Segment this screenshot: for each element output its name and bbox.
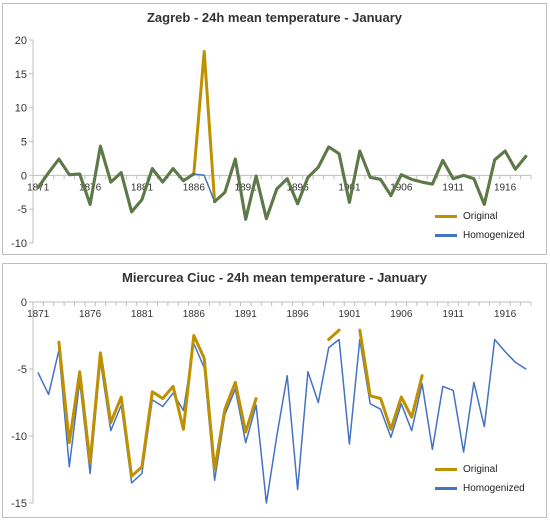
legend-swatch-original <box>435 468 457 471</box>
legend-swatch-original <box>435 215 457 218</box>
series-line-original <box>36 50 528 221</box>
y-tick-label: -5 <box>17 364 27 376</box>
x-tick-label: 1876 <box>79 182 102 193</box>
series-line-homogenized <box>37 338 527 504</box>
x-tick-label: 1891 <box>235 309 258 320</box>
y-tick-label: -5 <box>17 204 27 216</box>
x-tick-label: 1911 <box>442 182 464 193</box>
x-tick-label: 1901 <box>338 182 361 193</box>
legend-swatch-homogenized <box>435 487 457 490</box>
x-tick-label: 1906 <box>390 182 413 193</box>
y-tick-label: -10 <box>11 238 27 250</box>
y-tick-label: 20 <box>15 35 27 47</box>
series-line-original <box>358 328 424 431</box>
x-tick-label: 1901 <box>338 309 361 320</box>
y-tick-label: -15 <box>11 498 27 510</box>
x-tick-label: 1916 <box>494 182 517 193</box>
series-line-original <box>57 334 258 478</box>
zagreb-chart-panel: Zagreb - 24h mean temperature - January … <box>2 3 547 255</box>
series-line-original <box>327 328 341 341</box>
series-line-overlap <box>36 144 196 214</box>
x-tick-label: 1881 <box>131 309 154 320</box>
legend-label-homogenized: Homogenized <box>463 230 525 241</box>
x-tick-label: 1881 <box>131 182 154 193</box>
x-tick-label: 1911 <box>442 309 464 320</box>
chart-title: Miercurea Ciuc - 24h mean temperature - … <box>122 270 427 285</box>
y-tick-label: 15 <box>15 69 27 81</box>
x-tick-label: 1886 <box>183 182 206 193</box>
x-tick-label: 1876 <box>79 309 102 320</box>
legend-label-homogenized: Homogenized <box>463 483 525 494</box>
chart-legend: Original Homogenized <box>435 207 525 245</box>
x-tick-label: 1891 <box>235 182 258 193</box>
miercurea-ciuc-chart-panel: Miercurea Ciuc - 24h mean temperature - … <box>2 263 547 518</box>
legend-label-original: Original <box>463 211 498 222</box>
legend-swatch-homogenized <box>435 234 457 237</box>
y-tick-label: 10 <box>15 103 27 115</box>
legend-label-original: Original <box>463 464 498 475</box>
y-tick-label: 0 <box>21 170 27 182</box>
series-line-overlap <box>213 145 528 221</box>
x-tick-label: 1871 <box>27 309 50 320</box>
legend-item-original: Original <box>435 207 525 226</box>
x-tick-label: 1896 <box>286 182 309 193</box>
y-tick-label: 0 <box>21 297 27 309</box>
x-tick-label: 1886 <box>183 309 206 320</box>
miercurea-ciuc-chart-plot: 0 -5 -10 -15 1871 1876 1881 1886 1891 1896 1901 190… <box>11 297 532 510</box>
legend-item-original: Original <box>435 460 525 479</box>
legend-item-homogenized: Homogenized <box>435 226 525 245</box>
x-tick-label: 1906 <box>390 309 413 320</box>
y-tick-label: 5 <box>21 137 27 149</box>
y-tick-label: -10 <box>11 431 27 443</box>
x-tick-label: 1896 <box>286 309 309 320</box>
legend-item-homogenized: Homogenized <box>435 479 525 498</box>
chart-legend: Original Homogenized <box>435 460 525 498</box>
x-tick-label: 1916 <box>494 309 517 320</box>
chart-title: Zagreb - 24h mean temperature - January <box>146 10 403 25</box>
